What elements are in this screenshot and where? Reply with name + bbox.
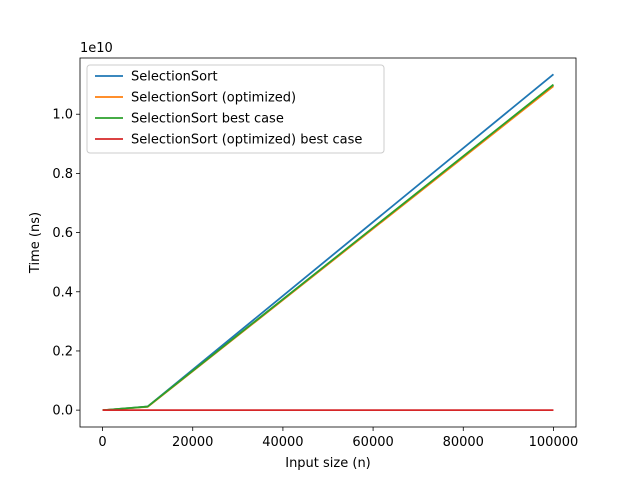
legend: SelectionSort SelectionSort (optimized) Se…	[86, 64, 385, 154]
y-tick-label: 0.8	[52, 167, 73, 182]
y-tick-label: 0.0	[52, 404, 73, 419]
y-tick-label: 0.2	[52, 344, 73, 359]
legend-label: SelectionSort (optimized) best case	[131, 133, 362, 148]
x-tick-label: 80000	[443, 435, 484, 450]
y-tick-label: 0.4	[52, 285, 73, 300]
x-axis-label: Input size (n)	[285, 456, 371, 471]
y-offset-label: 1e10	[80, 41, 113, 56]
x-tick-label: 60000	[352, 435, 393, 450]
x-tick-label: 0	[98, 435, 106, 450]
series-layer	[102, 73, 555, 412]
y-tick-label: 1.0	[52, 108, 73, 123]
legend-label: SelectionSort (optimized)	[131, 91, 296, 106]
x-tick-label: 100000	[529, 435, 579, 450]
legend-box	[86, 64, 385, 154]
x-axis: 0 20000 40000 60000 80000 100000	[98, 427, 578, 450]
x-tick-label: 40000	[262, 435, 303, 450]
x-tick-label: 20000	[172, 435, 213, 450]
y-tick-label: 0.6	[52, 226, 73, 241]
plot-frame	[79, 57, 577, 428]
y-axis: 0.0 0.2 0.4 0.6 0.8 1.0	[52, 108, 80, 419]
legend-label: SelectionSort best case	[131, 112, 284, 127]
y-axis-label: Time (ns)	[28, 212, 43, 274]
legend-label: SelectionSort	[131, 70, 218, 85]
